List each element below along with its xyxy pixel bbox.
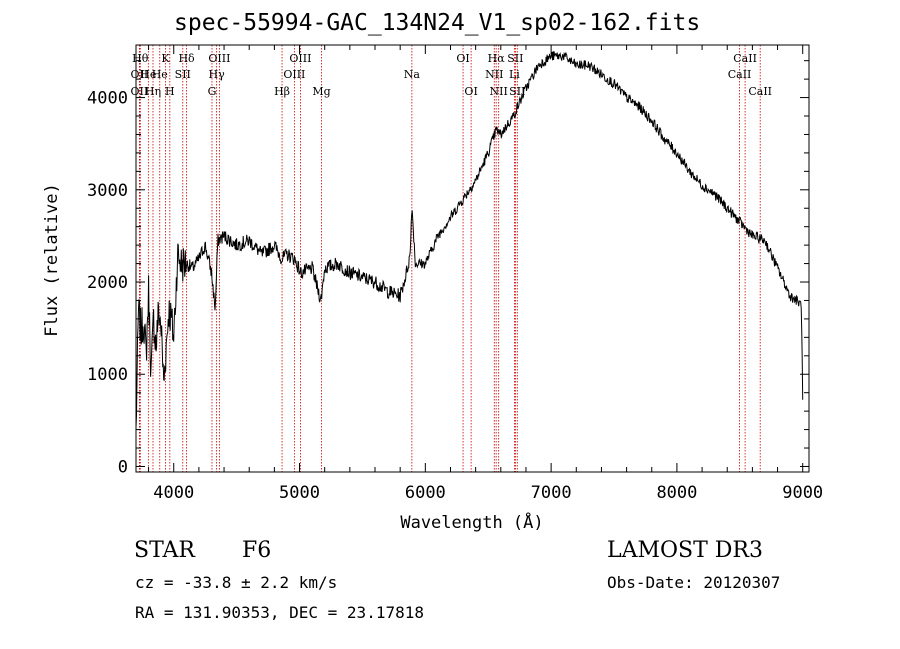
obs-date: Obs-Date: 20120307	[607, 573, 781, 592]
line-label: Na	[404, 68, 421, 81]
axis-ticks: 4000 5000 6000 7000 8000 9000 0 1000 2000 3000 400…	[87, 45, 823, 503]
line-labels: HθOIIOIIHeHηHeKHSIIHδGHγOIIIHβOIIIOIIIMg…	[131, 52, 772, 98]
line-label: OIII	[283, 68, 305, 81]
spectrum-series	[135, 51, 804, 428]
y-tick-label: 0	[118, 457, 128, 477]
x-tick-label: 9000	[782, 483, 823, 503]
y-tick-label: 2000	[87, 273, 128, 293]
line-label: G	[208, 85, 217, 98]
x-tick-label: 6000	[405, 483, 446, 503]
line-label: Li	[509, 68, 520, 81]
line-label: CaII	[748, 85, 772, 98]
survey-name: LAMOST DR3	[607, 538, 763, 563]
velocity-readout: cz = -33.8 ± 2.2 km/s	[135, 573, 338, 592]
line-label: OIII	[208, 52, 230, 65]
line-label: Hη	[145, 85, 161, 98]
line-label: NII	[490, 85, 508, 98]
y-tick-label: 3000	[87, 181, 128, 201]
line-label: He	[140, 68, 156, 81]
line-label: He	[152, 68, 168, 81]
x-tick-label: 5000	[279, 483, 320, 503]
line-label: CaII	[728, 68, 752, 81]
spectrum-line	[135, 51, 804, 428]
line-label: K	[161, 52, 170, 65]
x-tick-label: 4000	[153, 483, 194, 503]
line-label: Hβ	[274, 85, 290, 98]
object-class: STAR	[134, 538, 195, 563]
line-label: OI	[464, 85, 477, 98]
y-axis-label: Flux (relative)	[42, 183, 62, 337]
coordinates-readout: RA = 131.90353, DEC = 23.17818	[135, 603, 424, 622]
line-markers	[138, 45, 761, 472]
line-label: Hδ	[178, 52, 195, 65]
line-label: SII	[509, 85, 525, 98]
plot-frame	[135, 44, 810, 473]
line-label: SII	[175, 68, 191, 81]
x-tick-label: 8000	[656, 483, 697, 503]
line-label: H	[165, 85, 175, 98]
line-label: CaII	[733, 52, 757, 65]
line-label: Mg	[312, 85, 330, 98]
line-label: NII	[485, 68, 503, 81]
line-label: SII	[507, 52, 523, 65]
chart-title: spec-55994-GAC_134N24_V1_sp02-162.fits	[174, 10, 701, 36]
y-tick-label: 4000	[87, 89, 128, 109]
line-label: Hθ	[132, 52, 149, 65]
x-tick-label: 7000	[531, 483, 572, 503]
spectral-subclass: F6	[242, 538, 272, 563]
line-label: OIII	[289, 52, 311, 65]
x-axis-label: Wavelength (Å)	[400, 511, 543, 533]
line-label: OII	[131, 85, 149, 98]
y-tick-label: 1000	[87, 365, 128, 385]
line-label: Hα	[488, 52, 506, 65]
line-label: OII	[131, 68, 149, 81]
line-label: OI	[456, 52, 469, 65]
line-label: Hγ	[209, 68, 226, 81]
